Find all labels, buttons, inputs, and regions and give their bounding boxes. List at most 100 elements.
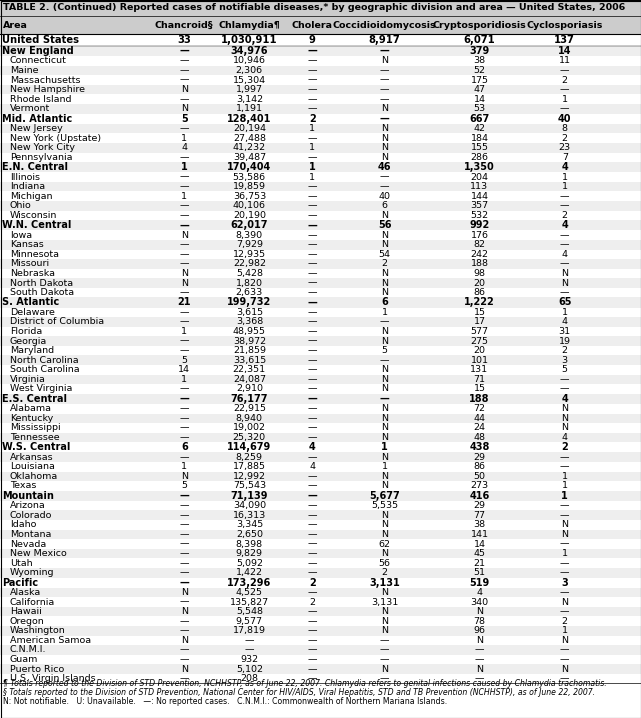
Text: —: — (307, 491, 317, 501)
Text: 1: 1 (309, 172, 315, 182)
Text: 46: 46 (378, 162, 392, 172)
Text: —: — (308, 250, 317, 258)
Text: N: N (381, 134, 388, 143)
Text: 1: 1 (181, 327, 187, 336)
Text: 242: 242 (470, 250, 488, 258)
Text: Mid. Atlantic: Mid. Atlantic (2, 113, 72, 123)
Text: 3: 3 (562, 355, 568, 365)
Text: 1: 1 (181, 192, 187, 201)
Text: 53: 53 (474, 104, 485, 113)
Text: 21: 21 (178, 297, 191, 307)
Text: Arizona: Arizona (10, 501, 46, 510)
Text: 1,191: 1,191 (236, 104, 263, 113)
Text: 4: 4 (562, 317, 568, 327)
Text: 42: 42 (474, 124, 485, 133)
Text: 14: 14 (474, 95, 485, 103)
Text: —: — (560, 201, 569, 210)
Text: 62: 62 (379, 539, 390, 549)
Text: 1: 1 (562, 172, 568, 182)
Text: N: N (562, 424, 568, 432)
Text: N: N (562, 404, 568, 414)
Text: 3,131: 3,131 (371, 597, 398, 607)
Bar (0, 134, 641, 143)
Text: N: N (181, 279, 188, 287)
Text: 20,194: 20,194 (233, 124, 266, 133)
Text: —: — (308, 279, 317, 287)
Text: 21,859: 21,859 (233, 346, 266, 355)
Text: 173,296: 173,296 (227, 578, 272, 587)
Text: —: — (179, 153, 189, 162)
Text: —: — (308, 539, 317, 549)
Text: Cyclosporiasis: Cyclosporiasis (526, 21, 603, 29)
Text: E.N. Central: E.N. Central (2, 162, 68, 172)
Text: —: — (308, 665, 317, 673)
Text: —: — (179, 57, 189, 65)
Text: —: — (380, 85, 389, 94)
Text: 141: 141 (470, 530, 488, 539)
Bar (0, 577, 641, 588)
Text: 4: 4 (309, 442, 315, 452)
Text: —: — (308, 482, 317, 490)
Text: —: — (560, 510, 569, 520)
Text: N: N (381, 433, 388, 442)
Text: —: — (179, 578, 189, 587)
Text: Mountain: Mountain (2, 491, 54, 501)
Bar (0, 172, 641, 182)
Bar (0, 635, 641, 645)
Text: —: — (380, 172, 389, 182)
Text: N: N (562, 279, 568, 287)
Text: —: — (308, 549, 317, 558)
Text: Vermont: Vermont (10, 104, 50, 113)
Text: 33: 33 (178, 35, 191, 45)
Text: —: — (308, 317, 317, 327)
Text: 71,139: 71,139 (231, 491, 268, 501)
Text: N: N (181, 588, 188, 597)
Text: —: — (560, 66, 569, 75)
Text: —: — (179, 384, 189, 393)
Bar (0, 539, 641, 549)
Bar (0, 617, 641, 626)
Text: N: N (562, 597, 568, 607)
Text: N: N (381, 153, 388, 162)
Text: 75,543: 75,543 (233, 482, 266, 490)
Text: Area: Area (3, 21, 28, 29)
Bar (0, 249, 641, 259)
Text: 15: 15 (474, 384, 485, 393)
Text: N: N (381, 104, 388, 113)
Text: 5: 5 (181, 482, 187, 490)
Text: —: — (380, 75, 389, 85)
Text: 275: 275 (470, 337, 488, 345)
Text: —: — (308, 501, 317, 510)
Text: 22,982: 22,982 (233, 259, 266, 269)
Text: N: N (381, 510, 388, 520)
Text: 144: 144 (470, 192, 488, 201)
Text: 286: 286 (470, 153, 488, 162)
Text: 113: 113 (470, 182, 488, 191)
Text: —: — (179, 645, 189, 655)
Text: Chancroid§: Chancroid§ (155, 21, 213, 29)
Bar (0, 375, 641, 384)
Text: —: — (179, 95, 189, 103)
Bar (0, 481, 641, 490)
Text: 170,404: 170,404 (227, 162, 272, 172)
Text: 416: 416 (469, 491, 490, 501)
Bar (0, 143, 641, 152)
Text: 36,753: 36,753 (233, 192, 266, 201)
Text: 5: 5 (381, 346, 388, 355)
Text: N: N (381, 288, 388, 297)
Bar (0, 588, 641, 597)
Bar (0, 162, 641, 172)
Text: Oklahoma: Oklahoma (10, 472, 58, 481)
Text: 3,142: 3,142 (236, 95, 263, 103)
Text: 62,017: 62,017 (231, 220, 268, 230)
Text: 2: 2 (562, 75, 568, 85)
Text: Colorado: Colorado (10, 510, 53, 520)
Bar (0, 346, 641, 355)
Text: Wisconsin: Wisconsin (10, 211, 58, 220)
Bar (0, 472, 641, 481)
Text: —: — (308, 433, 317, 442)
Text: 16,313: 16,313 (233, 510, 266, 520)
Text: ¶ Totals reported to the Division of STD Prevention, NCHHSTP, as of June 22, 200: ¶ Totals reported to the Division of STD… (3, 679, 607, 688)
Text: 38: 38 (474, 521, 485, 529)
Text: Maryland: Maryland (10, 346, 54, 355)
